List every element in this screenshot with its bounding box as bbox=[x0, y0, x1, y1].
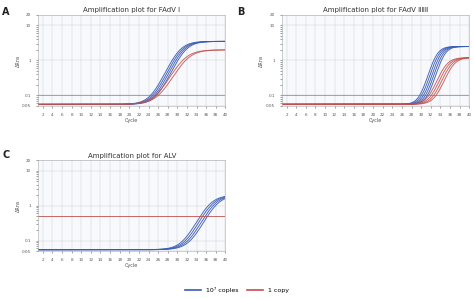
Title: Amplification plot for FAdV Ⅰ: Amplification plot for FAdV Ⅰ bbox=[83, 7, 180, 13]
Y-axis label: ΔRns: ΔRns bbox=[16, 199, 20, 212]
X-axis label: Cycle: Cycle bbox=[125, 263, 138, 269]
Text: A: A bbox=[2, 7, 10, 17]
Text: B: B bbox=[237, 7, 245, 17]
Y-axis label: ΔRns: ΔRns bbox=[16, 54, 20, 67]
Title: Amplification plot for FAdV ⅡⅡⅡ: Amplification plot for FAdV ⅡⅡⅡ bbox=[323, 7, 428, 13]
Text: C: C bbox=[2, 150, 9, 159]
Legend: 10⁷ coples, 1 copy: 10⁷ coples, 1 copy bbox=[182, 285, 292, 296]
X-axis label: Cycle: Cycle bbox=[125, 118, 138, 123]
Title: Amplification plot for ALV: Amplification plot for ALV bbox=[88, 152, 176, 158]
X-axis label: Cycle: Cycle bbox=[369, 118, 382, 123]
Y-axis label: ΔRns: ΔRns bbox=[259, 54, 264, 67]
